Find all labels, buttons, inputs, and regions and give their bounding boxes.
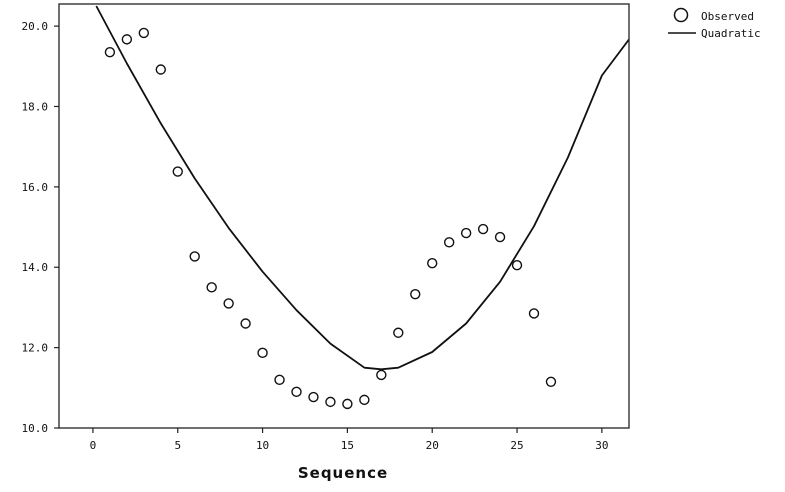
data-point-observed	[359, 394, 370, 406]
data-point-observed	[291, 386, 302, 398]
data-point-observed	[240, 318, 251, 329]
x-tick-label: 15	[341, 439, 354, 452]
data-point-observed	[342, 398, 353, 410]
data-point-observed	[172, 166, 183, 177]
legend-swatch-circle	[673, 7, 689, 23]
data-point-observed	[206, 282, 217, 293]
legend: Observed Quadratic	[668, 7, 761, 40]
data-point-observed	[410, 288, 421, 300]
data-point-observed	[460, 227, 472, 239]
data-point-observed	[477, 223, 489, 235]
x-tick-label: 0	[90, 439, 97, 452]
data-point-observed	[138, 27, 150, 39]
data-point-observed	[494, 231, 506, 243]
plot-frame	[58, 3, 630, 429]
x-tick-label: 25	[510, 439, 523, 452]
x-tick-label: 20	[426, 439, 439, 452]
data-point-observed	[155, 64, 166, 75]
x-tick-label: 30	[595, 439, 608, 452]
legend-label: Observed	[701, 10, 754, 23]
data-point-observed	[443, 237, 455, 248]
data-point-observed	[511, 260, 523, 271]
data-point-observed	[274, 374, 285, 385]
plot-area	[95, 5, 629, 410]
data-point-observed	[104, 47, 116, 58]
data-point-observed	[121, 34, 133, 45]
data-point-observed	[427, 258, 438, 269]
x-tick-label: 10	[256, 439, 269, 452]
y-tick-label: 20.0	[22, 20, 49, 33]
data-point-observed	[257, 347, 268, 359]
y-tick-label: 12.0	[22, 342, 49, 355]
y-tick-label: 10.0	[22, 422, 49, 435]
data-point-observed	[308, 391, 319, 403]
y-tick-label: 16.0	[22, 181, 49, 194]
series-line-quadratic	[95, 5, 629, 371]
x-axis-title: Sequence	[298, 464, 388, 482]
x-tick-label: 5	[174, 439, 181, 452]
data-point-observed	[223, 298, 234, 309]
y-tick-label: 14.0	[22, 261, 49, 274]
axes: 0 5 10 15 20 25 30 10.0 12.0 14.0 16.0 18.0 20.0	[22, 3, 630, 452]
data-point-observed	[189, 251, 200, 262]
y-tick-label: 18.0	[22, 100, 49, 113]
data-point-observed	[528, 308, 540, 319]
data-point-observed	[545, 376, 557, 387]
legend-label: Quadratic	[701, 27, 761, 40]
data-point-observed	[376, 369, 387, 381]
data-point-observed	[325, 396, 336, 408]
data-point-observed	[393, 327, 404, 338]
